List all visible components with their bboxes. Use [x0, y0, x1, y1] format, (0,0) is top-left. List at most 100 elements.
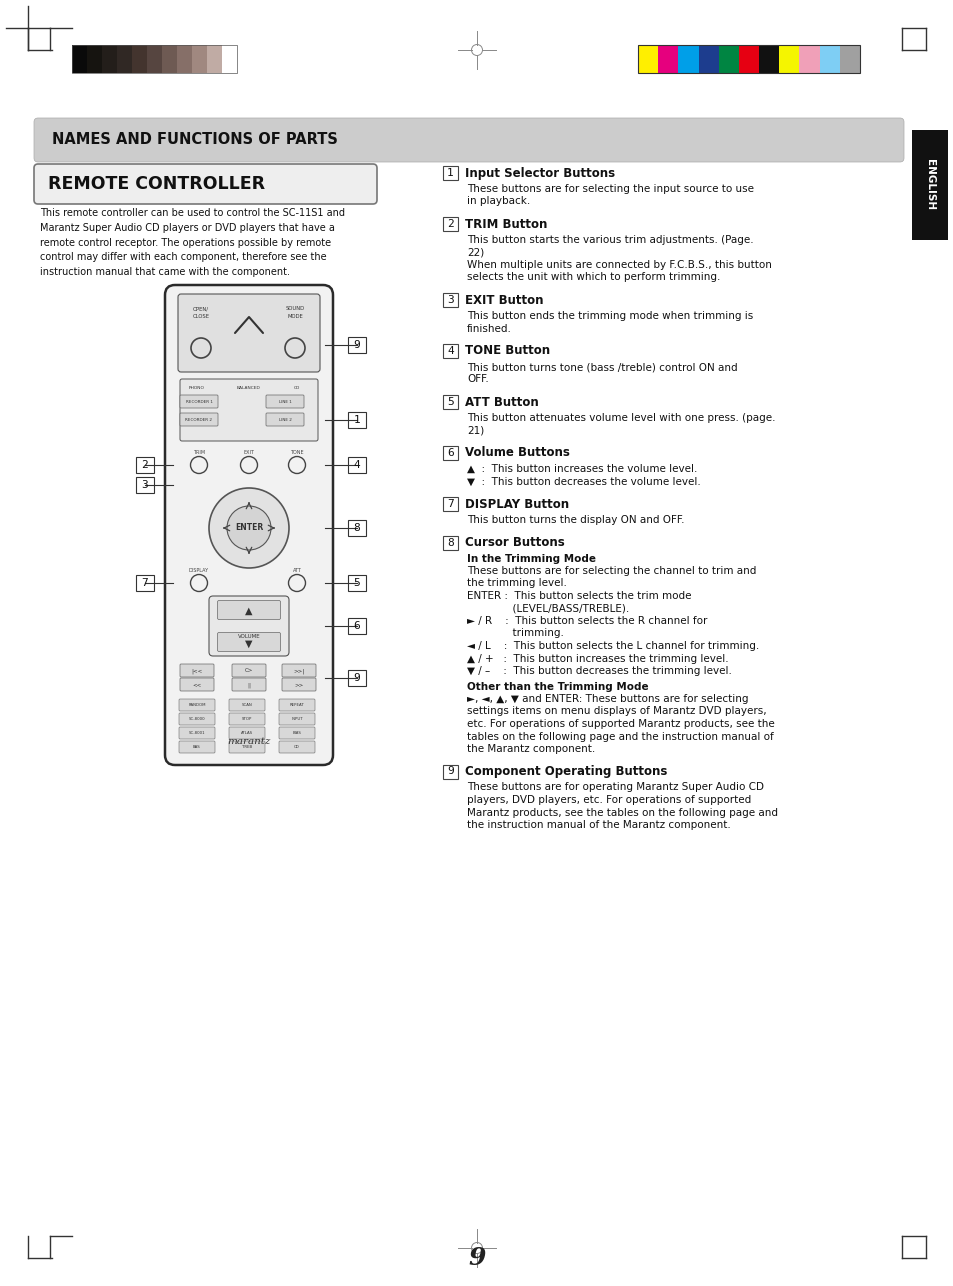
Text: players, DVD players, etc. For operations of supported: players, DVD players, etc. For operation… [467, 795, 750, 805]
Text: Component Operating Buttons: Component Operating Buttons [464, 765, 667, 778]
FancyBboxPatch shape [209, 595, 289, 656]
Text: This button turns the display ON and OFF.: This button turns the display ON and OFF… [467, 514, 684, 525]
Bar [442, 764, 457, 778]
Text: This button starts the various trim adjustments. (Page.: This button starts the various trim adju… [467, 235, 753, 246]
Text: ▼: ▼ [245, 639, 253, 649]
Text: ► / R    :  This button selects the R channel for: ► / R : This button selects the R channe… [467, 616, 706, 626]
Text: CD: CD [294, 745, 299, 748]
Text: etc. For operations of supported Marantz products, see the: etc. For operations of supported Marantz… [467, 719, 774, 729]
Bar [348, 412, 366, 428]
Text: ATT: ATT [293, 567, 301, 572]
Text: 3: 3 [447, 294, 454, 305]
Text: 6: 6 [354, 621, 360, 631]
FancyBboxPatch shape [232, 678, 266, 691]
FancyBboxPatch shape [229, 741, 265, 754]
FancyBboxPatch shape [180, 395, 218, 408]
Bar [638, 45, 859, 73]
Text: In the Trimming Mode: In the Trimming Mode [467, 553, 596, 563]
FancyBboxPatch shape [229, 727, 265, 739]
Bar [442, 217, 457, 231]
Text: selects the unit with which to perform trimming.: selects the unit with which to perform t… [467, 273, 720, 283]
Text: ▲: ▲ [245, 606, 253, 616]
Text: OPEN/: OPEN/ [193, 306, 209, 311]
Bar [348, 619, 366, 634]
Text: 21): 21) [467, 426, 484, 436]
Text: ◄ / L    :  This button selects the L channel for trimming.: ◄ / L : This button selects the L channe… [467, 640, 759, 651]
Bar [819, 45, 839, 73]
FancyBboxPatch shape [180, 678, 213, 691]
Text: This remote controller can be used to control the SC-11S1 and
Marantz Super Audi: This remote controller can be used to co… [40, 208, 345, 278]
Bar [136, 575, 153, 592]
Text: LINE 1: LINE 1 [278, 400, 291, 404]
Text: SOUND: SOUND [285, 306, 304, 311]
FancyBboxPatch shape [278, 741, 314, 754]
Text: BALANCED: BALANCED [237, 386, 260, 390]
Text: tables on the following page and the instruction manual of: tables on the following page and the ins… [467, 732, 773, 742]
Bar [442, 535, 457, 549]
Text: Input Selector Buttons: Input Selector Buttons [464, 166, 615, 180]
FancyBboxPatch shape [180, 413, 218, 426]
Text: 5: 5 [447, 397, 454, 406]
Text: the Marantz component.: the Marantz component. [467, 745, 595, 754]
Text: NAMES AND FUNCTIONS OF PARTS: NAMES AND FUNCTIONS OF PARTS [52, 132, 337, 148]
Text: PHONO: PHONO [189, 386, 205, 390]
FancyBboxPatch shape [180, 379, 317, 441]
Bar [348, 670, 366, 685]
Bar [839, 45, 859, 73]
Text: OFF.: OFF. [467, 374, 488, 385]
Bar [348, 337, 366, 352]
Bar [718, 45, 739, 73]
Bar [658, 45, 678, 73]
Text: Marantz products, see the tables on the following page and: Marantz products, see the tables on the … [467, 808, 778, 818]
FancyBboxPatch shape [278, 700, 314, 711]
Bar [348, 457, 366, 473]
Text: TRIM: TRIM [193, 450, 205, 454]
Text: >>: >> [294, 683, 303, 688]
FancyBboxPatch shape [165, 285, 333, 765]
Text: 2: 2 [141, 460, 149, 469]
Text: These buttons are for operating Marantz Super Audio CD: These buttons are for operating Marantz … [467, 782, 763, 792]
Bar [136, 457, 153, 473]
Text: |<<: |<< [192, 669, 202, 674]
Bar [87, 45, 102, 73]
Text: 3: 3 [141, 480, 149, 490]
Text: DISPLAY: DISPLAY [189, 567, 209, 572]
Text: 1: 1 [447, 168, 454, 177]
Text: trimming.: trimming. [467, 629, 563, 639]
Text: SCAN: SCAN [241, 703, 253, 707]
FancyBboxPatch shape [229, 712, 265, 725]
Text: >>|: >>| [294, 669, 304, 674]
Bar [678, 45, 698, 73]
Text: 5: 5 [354, 577, 360, 588]
Bar [222, 45, 236, 73]
Bar [132, 45, 147, 73]
Text: ►, ◄, ▲, ▼ and ENTER: These buttons are for selecting: ►, ◄, ▲, ▼ and ENTER: These buttons are … [467, 694, 748, 703]
Text: 22): 22) [467, 247, 484, 257]
Text: ▲  :  This button increases the volume level.: ▲ : This button increases the volume lev… [467, 464, 697, 475]
Text: ATT Button: ATT Button [464, 396, 538, 409]
Bar [348, 520, 366, 536]
Text: <<: << [193, 683, 201, 688]
Text: 8: 8 [354, 523, 360, 532]
Text: BAS: BAS [193, 745, 201, 748]
Text: finished.: finished. [467, 324, 512, 333]
Bar [442, 446, 457, 460]
Bar [442, 166, 457, 180]
Text: These buttons are for selecting the channel to trim and: These buttons are for selecting the chan… [467, 566, 756, 576]
FancyBboxPatch shape [282, 664, 315, 676]
Text: This button attenuates volume level with one press. (page.: This button attenuates volume level with… [467, 413, 775, 423]
Text: This button turns tone (bass /treble) control ON and: This button turns tone (bass /treble) co… [467, 361, 737, 372]
FancyBboxPatch shape [180, 664, 213, 676]
Text: 4: 4 [447, 346, 454, 356]
Text: ENTER: ENTER [234, 523, 263, 532]
Text: ATLAS: ATLAS [241, 730, 253, 736]
Text: CD: CD [294, 386, 300, 390]
Text: ▼ / –    :  This button decreases the trimming level.: ▼ / – : This button decreases the trimmi… [467, 666, 731, 676]
Text: (LEVEL/BASS/TREBLE).: (LEVEL/BASS/TREBLE). [467, 603, 629, 613]
Text: TRIM Button: TRIM Button [464, 217, 547, 230]
Text: SC-8001: SC-8001 [189, 730, 205, 736]
FancyBboxPatch shape [266, 395, 304, 408]
FancyBboxPatch shape [179, 712, 214, 725]
Text: ▼  :  This button decreases the volume level.: ▼ : This button decreases the volume lev… [467, 477, 700, 486]
Text: C>: C> [245, 669, 253, 674]
